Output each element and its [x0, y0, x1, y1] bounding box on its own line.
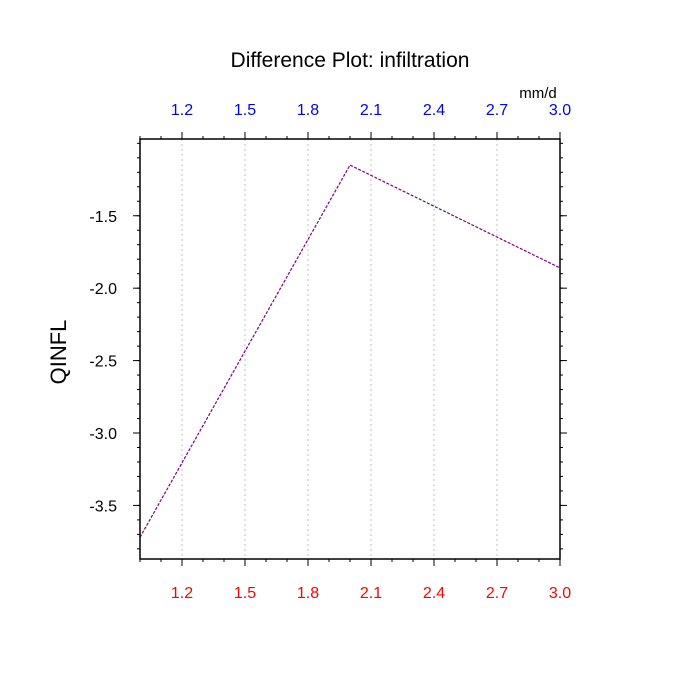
top-x-tick-labels: 1.2 1.5 1.8 2.1 2.4 2.7 3.0 — [171, 102, 571, 119]
bottom-x-tick-label: 2.1 — [360, 585, 382, 602]
top-x-tick-label: 1.2 — [171, 102, 193, 119]
y-tick-labels: -1.5 -2.0 -2.5 -3.0 -3.5 — [89, 209, 117, 516]
major-ticks — [133, 132, 567, 566]
bottom-x-tick-label: 2.4 — [423, 585, 445, 602]
bottom-x-tick-label: 2.7 — [486, 585, 508, 602]
top-x-tick-label: 1.5 — [234, 102, 256, 119]
bottom-x-tick-label: 3.0 — [549, 585, 571, 602]
y-tick-label: -2.5 — [89, 354, 117, 371]
y-tick-label: -3.5 — [89, 498, 117, 515]
top-x-tick-label: 2.7 — [486, 102, 508, 119]
units-label: mm/d — [519, 85, 557, 102]
minor-ticks — [137, 136, 563, 562]
top-x-tick-label: 2.4 — [423, 102, 445, 119]
top-x-tick-label: 2.1 — [360, 102, 382, 119]
grid-lines — [181, 139, 498, 559]
bottom-x-tick-label: 1.2 — [171, 585, 193, 602]
top-x-tick-label: 1.8 — [297, 102, 319, 119]
bottom-x-tick-label: 1.5 — [234, 585, 256, 602]
y-axis-label: QINFL — [46, 320, 71, 385]
top-x-tick-label: 3.0 — [549, 102, 571, 119]
chart-title: Difference Plot: infiltration — [231, 49, 470, 72]
bottom-x-tick-labels: 1.2 1.5 1.8 2.1 2.4 2.7 3.0 — [171, 585, 571, 602]
y-tick-label: -3.0 — [89, 426, 117, 443]
bottom-x-tick-label: 1.8 — [297, 585, 319, 602]
data-series — [139, 164, 561, 538]
y-tick-label: -2.0 — [89, 281, 117, 298]
plot-frame — [139, 138, 561, 560]
y-tick-label: -1.5 — [89, 209, 117, 226]
series-line — [139, 164, 561, 538]
